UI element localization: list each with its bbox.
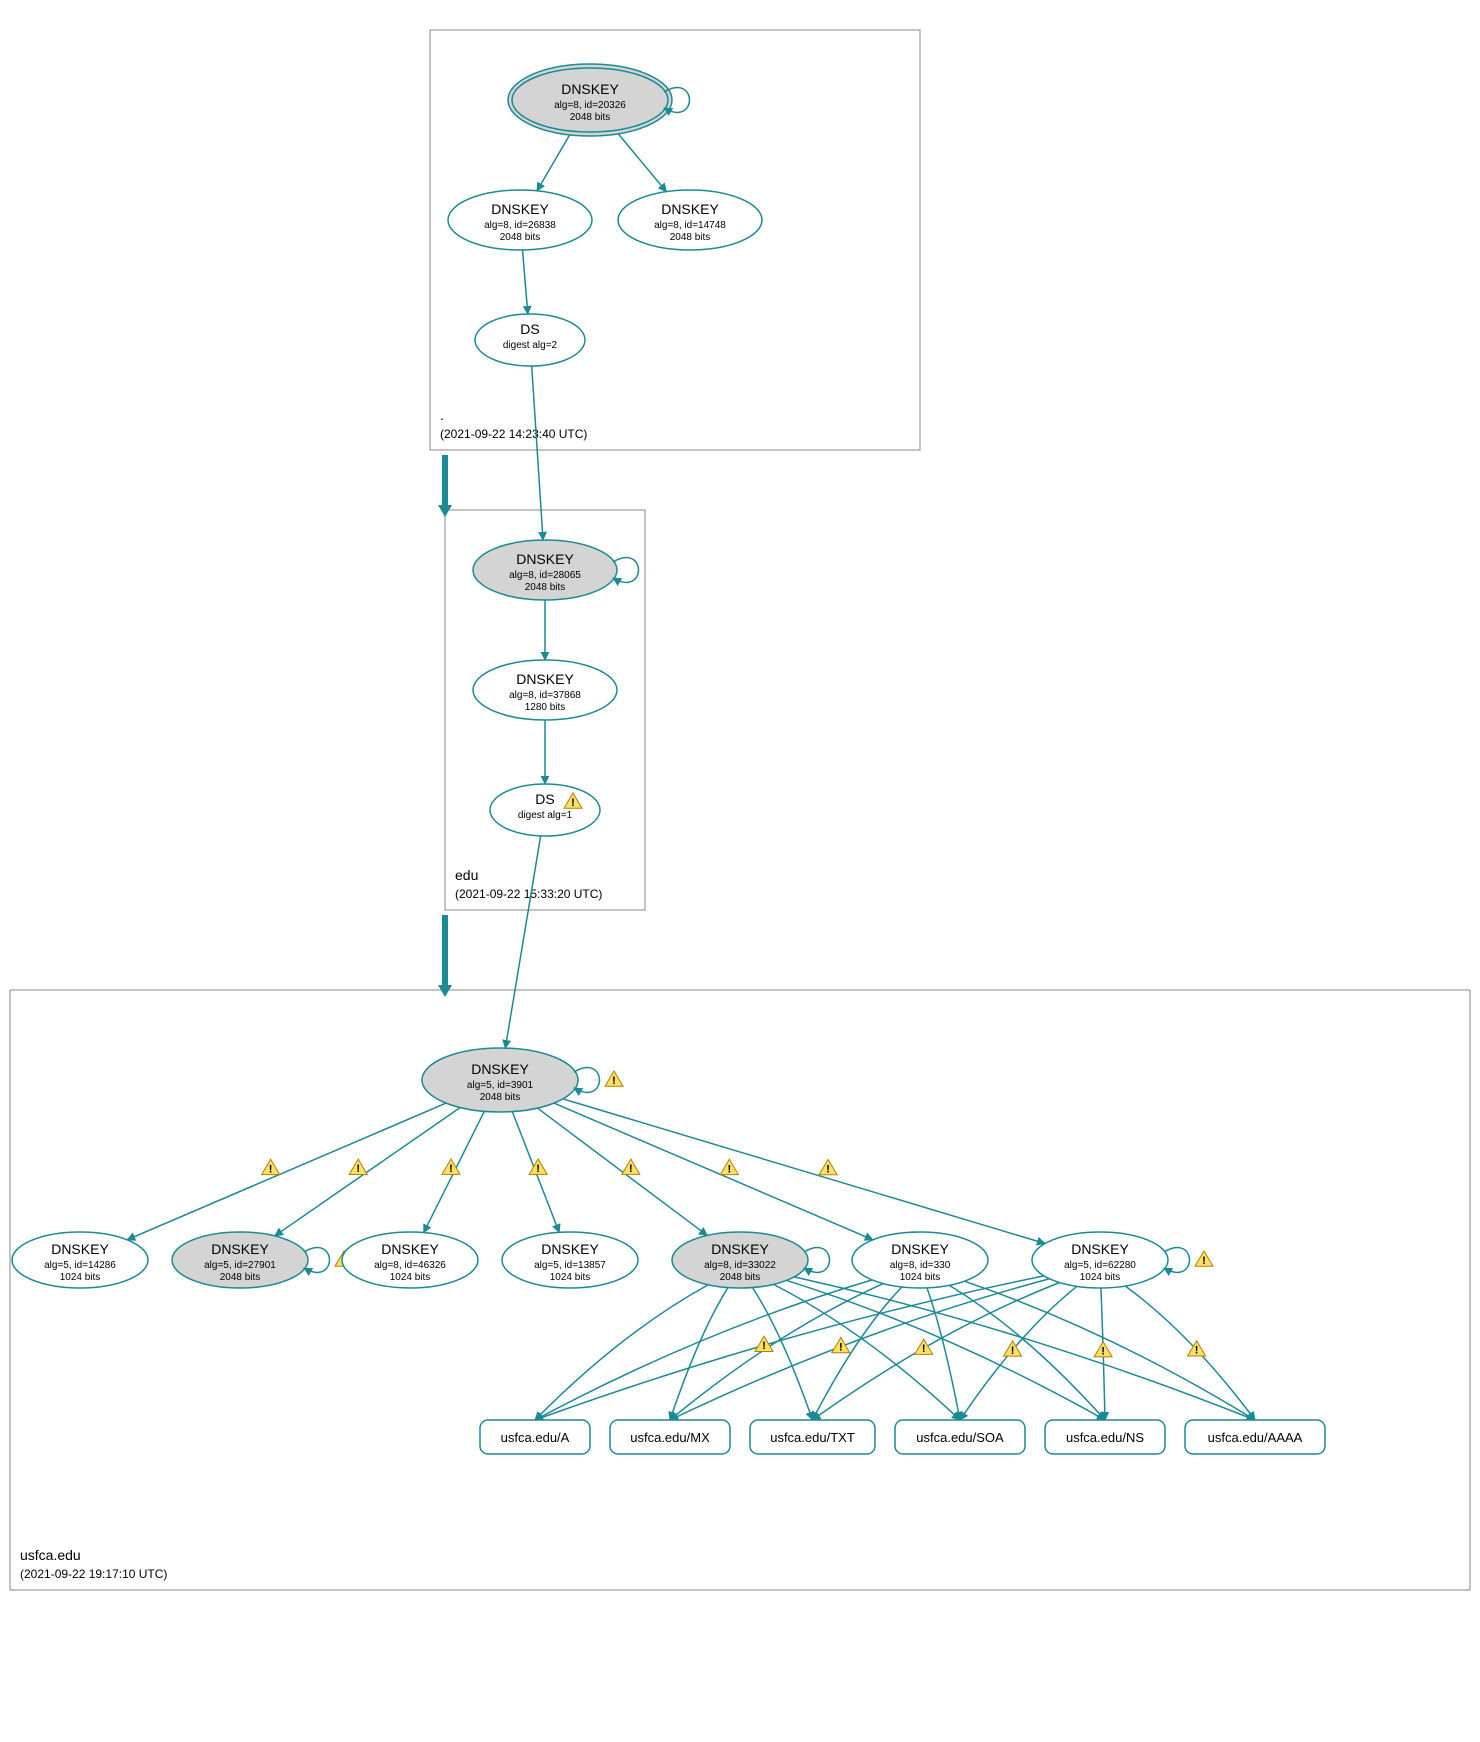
rrset-label: usfca.edu/MX [630, 1430, 710, 1445]
svg-text:(2021-09-22 14:23:40 UTC): (2021-09-22 14:23:40 UTC) [440, 427, 587, 441]
node-detail: 2048 bits [220, 1272, 261, 1283]
svg-text:edu: edu [455, 867, 478, 883]
rrset-label: usfca.edu/A [501, 1430, 570, 1445]
rrset-rr_ns: usfca.edu/NS [1045, 1420, 1165, 1454]
svg-text:!: ! [612, 1075, 616, 1087]
node-detail: 1024 bits [60, 1272, 101, 1283]
node-title: DNSKEY [516, 671, 574, 687]
svg-text:!: ! [269, 1163, 273, 1175]
node-detail: alg=8, id=37868 [509, 690, 581, 701]
edges: !!!!!!!!!!!!! [127, 130, 1255, 1420]
node-title: DNSKEY [491, 201, 549, 217]
node-detail: alg=8, id=28065 [509, 570, 581, 581]
node-detail: digest alg=2 [503, 340, 558, 351]
node-u_k2: DNSKEYalg=5, id=279012048 bits! [172, 1232, 353, 1288]
node-title: DS [535, 791, 554, 807]
node-edu_ksk: DNSKEY alg=8, id=280652048 bits [473, 540, 639, 600]
rrset-label: usfca.edu/NS [1066, 1430, 1144, 1445]
node-edu_zsk: DNSKEY alg=8, id=378681280 bits [473, 660, 617, 720]
node-detail: digest alg=1 [518, 810, 573, 821]
node-u_k4: DNSKEY alg=5, id=138571024 bits [502, 1232, 638, 1288]
svg-text:!: ! [1202, 1255, 1206, 1267]
node-detail: alg=5, id=14286 [44, 1260, 116, 1271]
node-title: DNSKEY [561, 81, 619, 97]
node-root_zsk2: DNSKEY alg=8, id=147482048 bits [618, 190, 762, 250]
node-title: DNSKEY [661, 201, 719, 217]
node-title: DNSKEY [1071, 1241, 1129, 1257]
node-detail: alg=8, id=33022 [704, 1260, 776, 1271]
node-detail: 2048 bits [525, 582, 566, 593]
rrset-rr_txt: usfca.edu/TXT [750, 1420, 875, 1454]
node-title: DNSKEY [541, 1241, 599, 1257]
nodes: DNSKEYalg=8, id=203262048 bitsDNSKEYalg=… [12, 64, 1213, 1288]
node-detail: alg=5, id=62280 [1064, 1260, 1136, 1271]
node-detail: alg=5, id=13857 [534, 1260, 606, 1271]
rrset-rr_mx: usfca.edu/MX [610, 1420, 730, 1454]
node-detail: 2048 bits [480, 1092, 521, 1103]
svg-text:(2021-09-22 15:33:20 UTC): (2021-09-22 15:33:20 UTC) [455, 887, 602, 901]
node-title: DS [520, 321, 539, 337]
node-detail: alg=8, id=20326 [554, 100, 626, 111]
node-detail: 2048 bits [720, 1272, 761, 1283]
dnssec-diagram: . (2021-09-22 14:23:40 UTC) edu (2021-09-22… [0, 0, 1480, 1742]
node-detail: 2048 bits [500, 232, 541, 243]
node-detail: alg=5, id=3901 [467, 1080, 534, 1091]
node-title: DNSKEY [891, 1241, 949, 1257]
node-title: DNSKEY [381, 1241, 439, 1257]
svg-text:!: ! [1195, 1345, 1199, 1357]
svg-text:.: . [440, 407, 444, 423]
svg-text:!: ! [449, 1163, 453, 1175]
node-u_k1: DNSKEY alg=5, id=142861024 bits [12, 1232, 148, 1288]
rrset-label: usfca.edu/SOA [916, 1430, 1004, 1445]
svg-text:!: ! [728, 1163, 732, 1175]
node-title: DNSKEY [516, 551, 574, 567]
node-detail: 1024 bits [1080, 1272, 1121, 1283]
node-u_k3: DNSKEY alg=8, id=463261024 bits [342, 1232, 478, 1288]
node-root_ds: DS digest alg=2 [475, 314, 585, 366]
node-detail: alg=8, id=330 [890, 1260, 951, 1271]
svg-text:!: ! [1101, 1346, 1105, 1358]
rrset-rr_aaaa: usfca.edu/AAAA [1185, 1420, 1325, 1454]
svg-text:!: ! [571, 797, 575, 809]
node-detail: alg=8, id=26838 [484, 220, 556, 231]
svg-text:(2021-09-22 19:17:10 UTC): (2021-09-22 19:17:10 UTC) [20, 1567, 167, 1581]
svg-text:!: ! [839, 1341, 843, 1353]
svg-text:usfca.edu: usfca.edu [20, 1547, 81, 1563]
node-u_k6: DNSKEY alg=8, id=3301024 bits [852, 1232, 988, 1288]
node-detail: alg=8, id=46326 [374, 1260, 446, 1271]
zone-usfca: usfca.edu (2021-09-22 19:17:10 UTC) [10, 990, 1470, 1590]
node-root_ksk: DNSKEY alg=8, id=203262048 bits [508, 64, 690, 136]
rrset-label: usfca.edu/TXT [770, 1430, 855, 1445]
node-detail: 2048 bits [670, 232, 711, 243]
svg-text:!: ! [826, 1163, 830, 1175]
node-title: DNSKEY [711, 1241, 769, 1257]
svg-text:!: ! [356, 1163, 360, 1175]
node-detail: 2048 bits [570, 112, 611, 123]
node-detail: 1024 bits [390, 1272, 431, 1283]
rrset-label: usfca.edu/AAAA [1208, 1430, 1303, 1445]
node-title: DNSKEY [51, 1241, 109, 1257]
node-detail: 1280 bits [525, 702, 566, 713]
node-detail: 1024 bits [900, 1272, 941, 1283]
rrsets: usfca.edu/A usfca.edu/MX usfca.edu/TXT usfc… [480, 1420, 1325, 1454]
svg-text:!: ! [536, 1163, 540, 1175]
node-detail: alg=8, id=14748 [654, 220, 726, 231]
node-u_k7: DNSKEY alg=5, id=622801024 bits! [1032, 1232, 1213, 1288]
svg-text:!: ! [629, 1163, 633, 1175]
node-detail: alg=5, id=27901 [204, 1260, 276, 1271]
node-edu_ds: DS digest alg=1! [490, 784, 600, 836]
node-detail: 1024 bits [550, 1272, 591, 1283]
svg-text:!: ! [762, 1340, 766, 1352]
svg-text:!: ! [922, 1343, 926, 1355]
svg-text:!: ! [1011, 1345, 1015, 1357]
node-title: DNSKEY [471, 1061, 529, 1077]
rrset-rr_a: usfca.edu/A [480, 1420, 590, 1454]
node-title: DNSKEY [211, 1241, 269, 1257]
rrset-rr_soa: usfca.edu/SOA [895, 1420, 1025, 1454]
node-root_zsk1: DNSKEY alg=8, id=268382048 bits [448, 190, 592, 250]
node-usfca_ksk: DNSKEY alg=5, id=39012048 bits! [422, 1048, 623, 1112]
